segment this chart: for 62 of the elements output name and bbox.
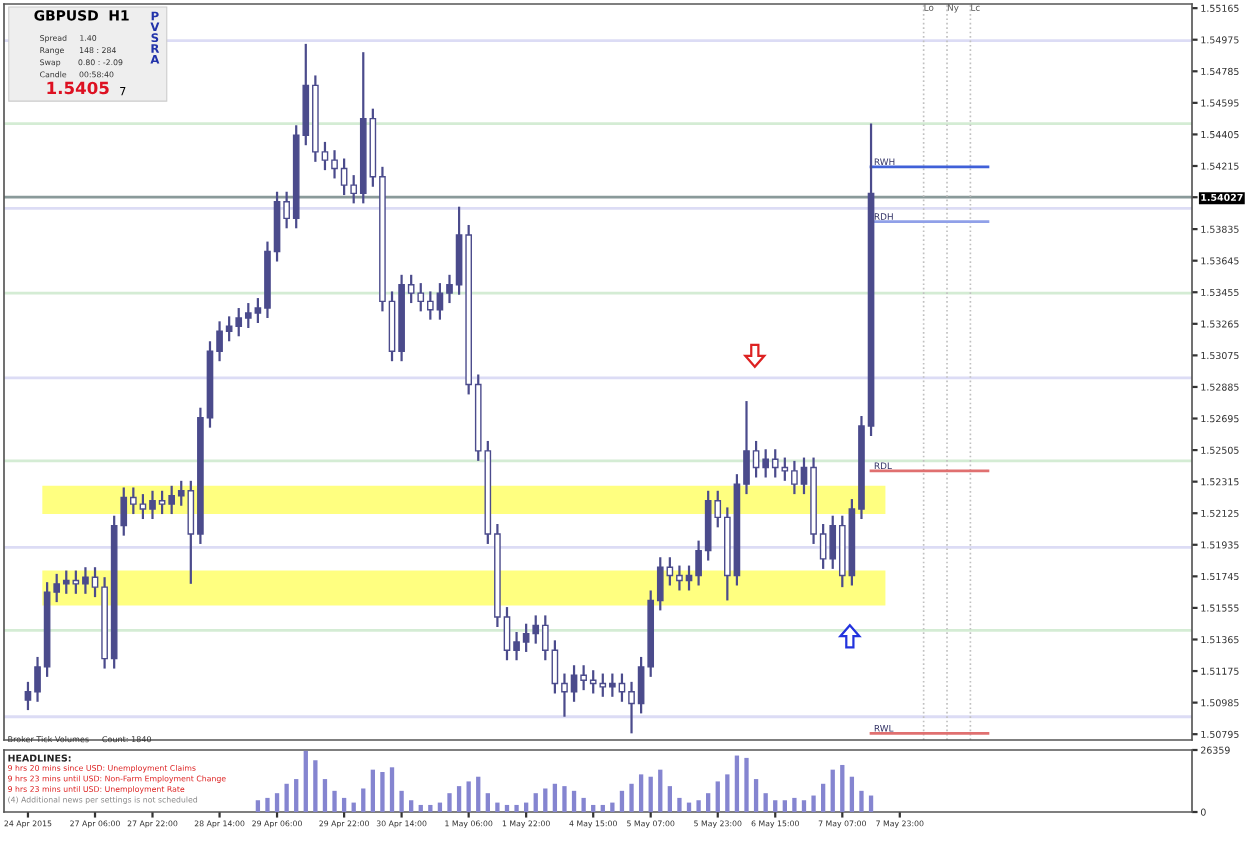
bar [696,800,701,812]
bar [801,800,807,812]
bar [274,793,280,812]
bar [773,800,778,812]
bar [591,804,596,812]
bar [753,779,759,812]
bar [868,795,874,812]
annotation: 1.5405 [47,81,109,95]
bar [284,783,289,812]
bar [370,769,376,812]
bar [303,750,308,812]
bar [610,802,615,812]
bar [361,788,366,812]
bar [476,776,481,812]
bar [811,795,816,812]
bar [418,804,423,812]
bar [725,774,730,812]
bar [533,793,538,812]
bar [389,767,395,812]
bar [859,790,864,812]
bar [341,797,347,812]
bar [744,757,749,812]
bar [849,776,855,812]
bar [409,800,414,812]
bar [619,790,625,812]
bar [485,793,490,812]
bar [322,779,328,812]
bar [571,790,577,812]
bar [495,802,500,812]
bar [428,804,433,812]
bar [313,760,318,812]
bar [715,781,720,812]
bar [332,790,337,812]
bar [600,804,605,812]
bar [820,783,826,812]
bar [466,781,471,812]
bar [562,786,567,812]
bar [677,797,682,812]
bar [543,788,548,812]
bar [456,786,462,812]
bar [504,804,510,812]
bar [840,764,845,812]
bar [830,769,835,812]
bar [514,804,519,812]
bar [447,793,452,812]
bar [399,790,404,812]
bar [763,793,768,812]
bar [294,779,299,812]
bar [581,797,586,812]
bar [792,797,797,812]
bar [380,772,385,812]
bar [667,786,673,812]
bar [255,800,261,812]
bar [782,800,787,812]
bar [706,793,711,812]
bar [552,783,558,812]
bar [648,776,653,812]
bar [638,774,644,812]
bar [629,783,634,812]
bar [734,755,740,812]
bar [658,769,663,812]
bar [265,797,270,812]
